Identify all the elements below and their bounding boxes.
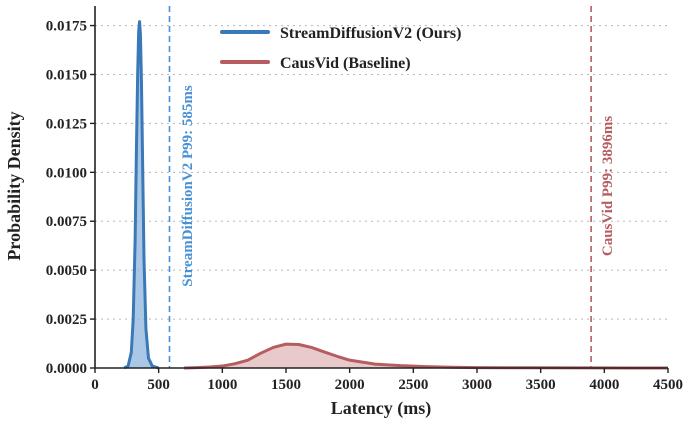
tick-labels: 0.0000 0.0025 0.0050 0.0075 0.0100 0.0125 0.01… (46, 19, 683, 393)
density-fills (124, 21, 668, 369)
annotation-causvid-p99: CausVid P99: 3896ms (600, 116, 616, 256)
y-tick-label: 0.0125 (46, 116, 87, 132)
legend-label-causvid: CausVid (Baseline) (280, 55, 411, 72)
x-tick-label: 1500 (271, 377, 301, 393)
y-tick-label: 0.0100 (46, 165, 87, 181)
x-tick-label: 3000 (462, 377, 492, 393)
x-tick-label: 3500 (526, 377, 556, 393)
x-tick-label: 500 (147, 377, 170, 393)
y-axis-title: Probability Density (4, 111, 24, 260)
x-tick-label: 1000 (207, 377, 237, 393)
x-tick-label: 4500 (653, 377, 683, 393)
x-tick-label: 4000 (589, 377, 619, 393)
y-tick-label: 0.0150 (46, 67, 87, 83)
x-tick-label: 2000 (335, 377, 365, 393)
y-tick-label: 0.0025 (46, 312, 87, 328)
legend-label-streamdiffusionv2: StreamDiffusionV2 (Ours) (280, 25, 461, 42)
axis-spines (94, 6, 668, 369)
y-tick-label: 0.0075 (46, 214, 87, 230)
x-axis-title: Latency (ms) (331, 398, 431, 419)
y-tick-label: 0.0000 (46, 361, 87, 377)
p99-reference-lines (168, 6, 592, 368)
y-tick-label: 0.0175 (46, 19, 87, 35)
axes (90, 6, 669, 373)
density-curves (123, 20, 668, 370)
causvid-density-fill (184, 344, 668, 368)
x-tick-label: 0 (91, 377, 99, 393)
annotation-streamdiffusionv2-p99: StreamDiffusionV2 P99: 585ms (180, 85, 196, 287)
streamdiffusionv2-density-curve (123, 20, 160, 370)
streamdiffusionv2-density-fill (124, 21, 159, 369)
x-tick-label: 2500 (398, 377, 428, 393)
legend: StreamDiffusionV2 (Ours) CausVid (Baseli… (220, 25, 461, 72)
y-tick-label: 0.0050 (46, 263, 87, 279)
